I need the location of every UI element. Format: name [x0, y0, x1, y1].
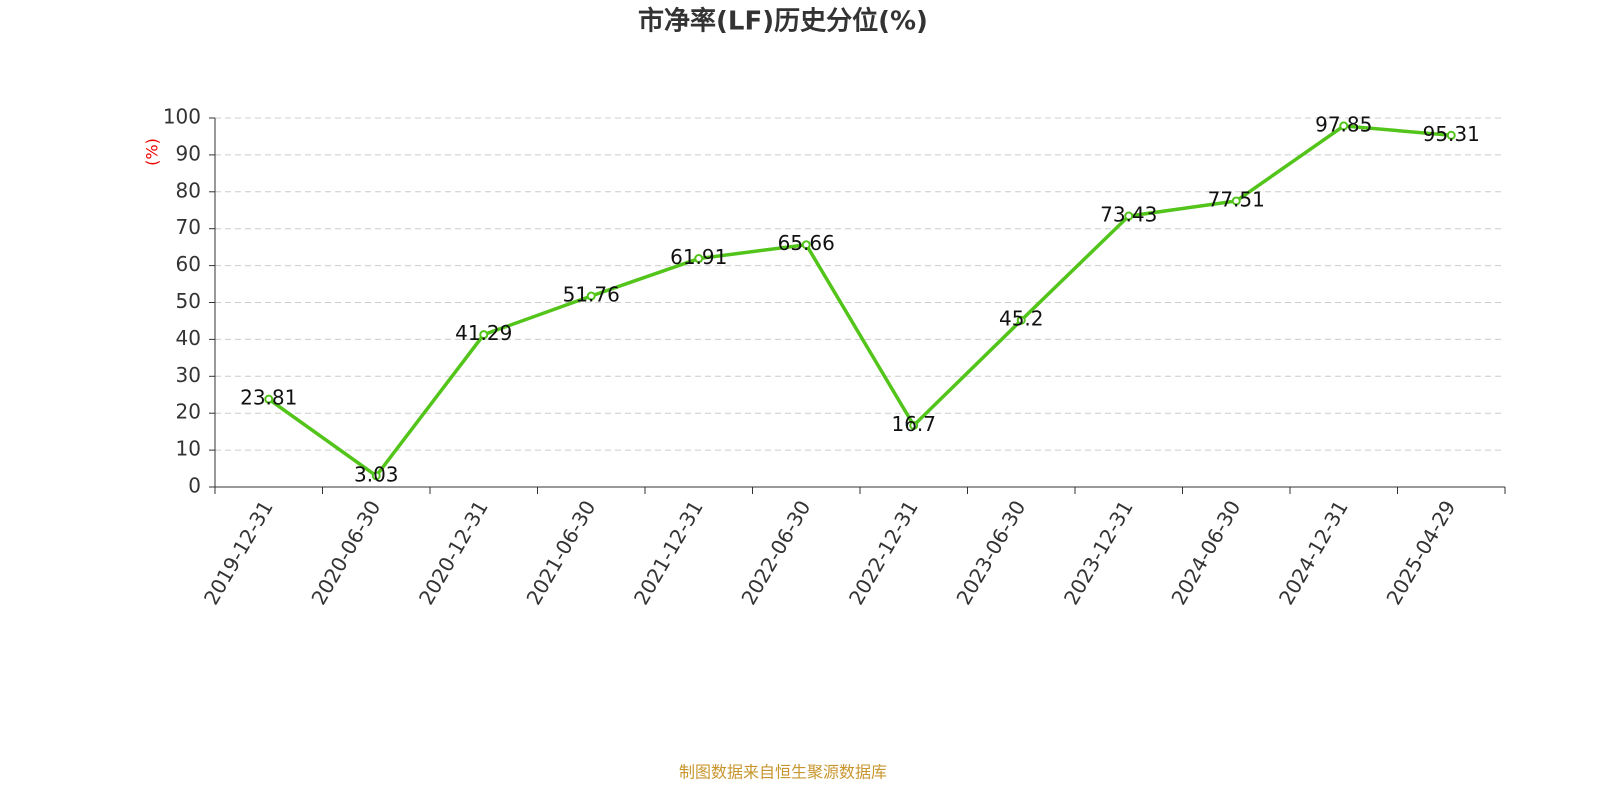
x-tick-label: 2020-06-30: [306, 496, 385, 609]
point: [1446, 130, 1456, 140]
data-label: 65.66: [778, 231, 835, 255]
data-label: 77.51: [1208, 187, 1265, 211]
data-label: 73.43: [1100, 203, 1157, 227]
point: [1124, 211, 1134, 221]
data-label: 41.29: [455, 321, 512, 345]
x-tick-label: 2024-06-30: [1166, 496, 1245, 609]
y-axis-label: (%): [143, 138, 162, 166]
line: [267, 124, 1452, 479]
data-label: 45.2: [999, 307, 1044, 331]
point: [479, 330, 489, 340]
point: [1339, 121, 1349, 131]
data-label: 16.7: [891, 412, 936, 436]
y-tick-label: 50: [176, 289, 201, 313]
point: [909, 420, 919, 430]
x-tick-label: 2025-04-29: [1381, 496, 1460, 609]
point: [694, 254, 704, 264]
y-tick-label: 80: [176, 178, 201, 202]
y-tick-label: 30: [176, 363, 201, 387]
x-tick-label: 2023-12-31: [1059, 496, 1138, 609]
x-tick-label: 2021-06-30: [521, 496, 600, 609]
point: [371, 471, 381, 481]
y-tick-label: 10: [176, 437, 201, 461]
data-label: 95.31: [1423, 122, 1480, 146]
y-tick-label: 70: [176, 215, 201, 239]
point: [801, 240, 811, 250]
x-tick-label: 2024-12-31: [1274, 496, 1353, 609]
y-tick-label: 0: [188, 474, 201, 498]
y-tick-label: 60: [176, 252, 201, 276]
point: [1231, 196, 1241, 206]
x-tick-label: 2022-06-30: [736, 496, 815, 609]
data-label: 61.91: [670, 245, 727, 269]
data-label: 23.81: [240, 386, 297, 410]
x-tick-label: 2023-06-30: [951, 496, 1030, 609]
data-label: 3.03: [354, 462, 399, 486]
x-tick-label: 2020-12-31: [414, 496, 493, 609]
data-label: 51.76: [563, 283, 620, 307]
point: [1016, 315, 1026, 325]
x-tick-label: 2021-12-31: [629, 496, 708, 609]
x-tick-label: 2019-12-31: [199, 496, 278, 609]
chart-title: 市净率(LF)历史分位(%): [638, 6, 928, 37]
y-tick-label: 20: [176, 400, 201, 424]
data-label: 97.85: [1315, 112, 1372, 136]
y-tick-label: 90: [176, 141, 201, 165]
footer: 制图数据来自恒生聚源数据库: [679, 763, 887, 782]
y-tick-label: 40: [176, 326, 201, 350]
point: [586, 291, 596, 301]
y-tick-label: 100: [163, 105, 201, 129]
point: [264, 394, 274, 404]
x-tick-label: 2022-12-31: [844, 496, 923, 609]
